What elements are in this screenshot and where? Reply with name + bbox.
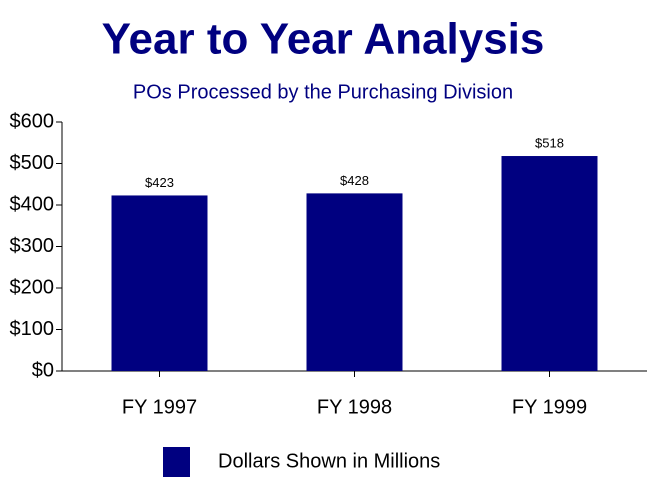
x-tick-label: FY 1998 — [317, 396, 392, 418]
value-label: $423 — [145, 175, 174, 190]
value-label: $518 — [535, 135, 564, 150]
legend-label: Dollars Shown in Millions — [218, 450, 440, 472]
bar — [111, 195, 208, 371]
value-label: $428 — [340, 173, 369, 188]
y-tick-label: $600 — [10, 110, 55, 132]
bar — [501, 156, 598, 371]
y-tick-label: $300 — [10, 235, 55, 257]
y-tick-label: $400 — [10, 193, 55, 215]
y-tick-label: $200 — [10, 276, 55, 298]
bar — [306, 193, 403, 371]
chart-subtitle: POs Processed by the Purchasing Division — [133, 81, 513, 103]
y-tick-label: $500 — [10, 152, 55, 174]
legend-swatch — [163, 447, 190, 477]
y-tick-label: $100 — [10, 318, 55, 340]
x-tick-label: FY 1997 — [122, 396, 197, 418]
x-tick-label: FY 1999 — [512, 396, 587, 418]
chart-title: Year to Year Analysis — [102, 15, 545, 64]
y-tick-label: $0 — [32, 359, 54, 381]
